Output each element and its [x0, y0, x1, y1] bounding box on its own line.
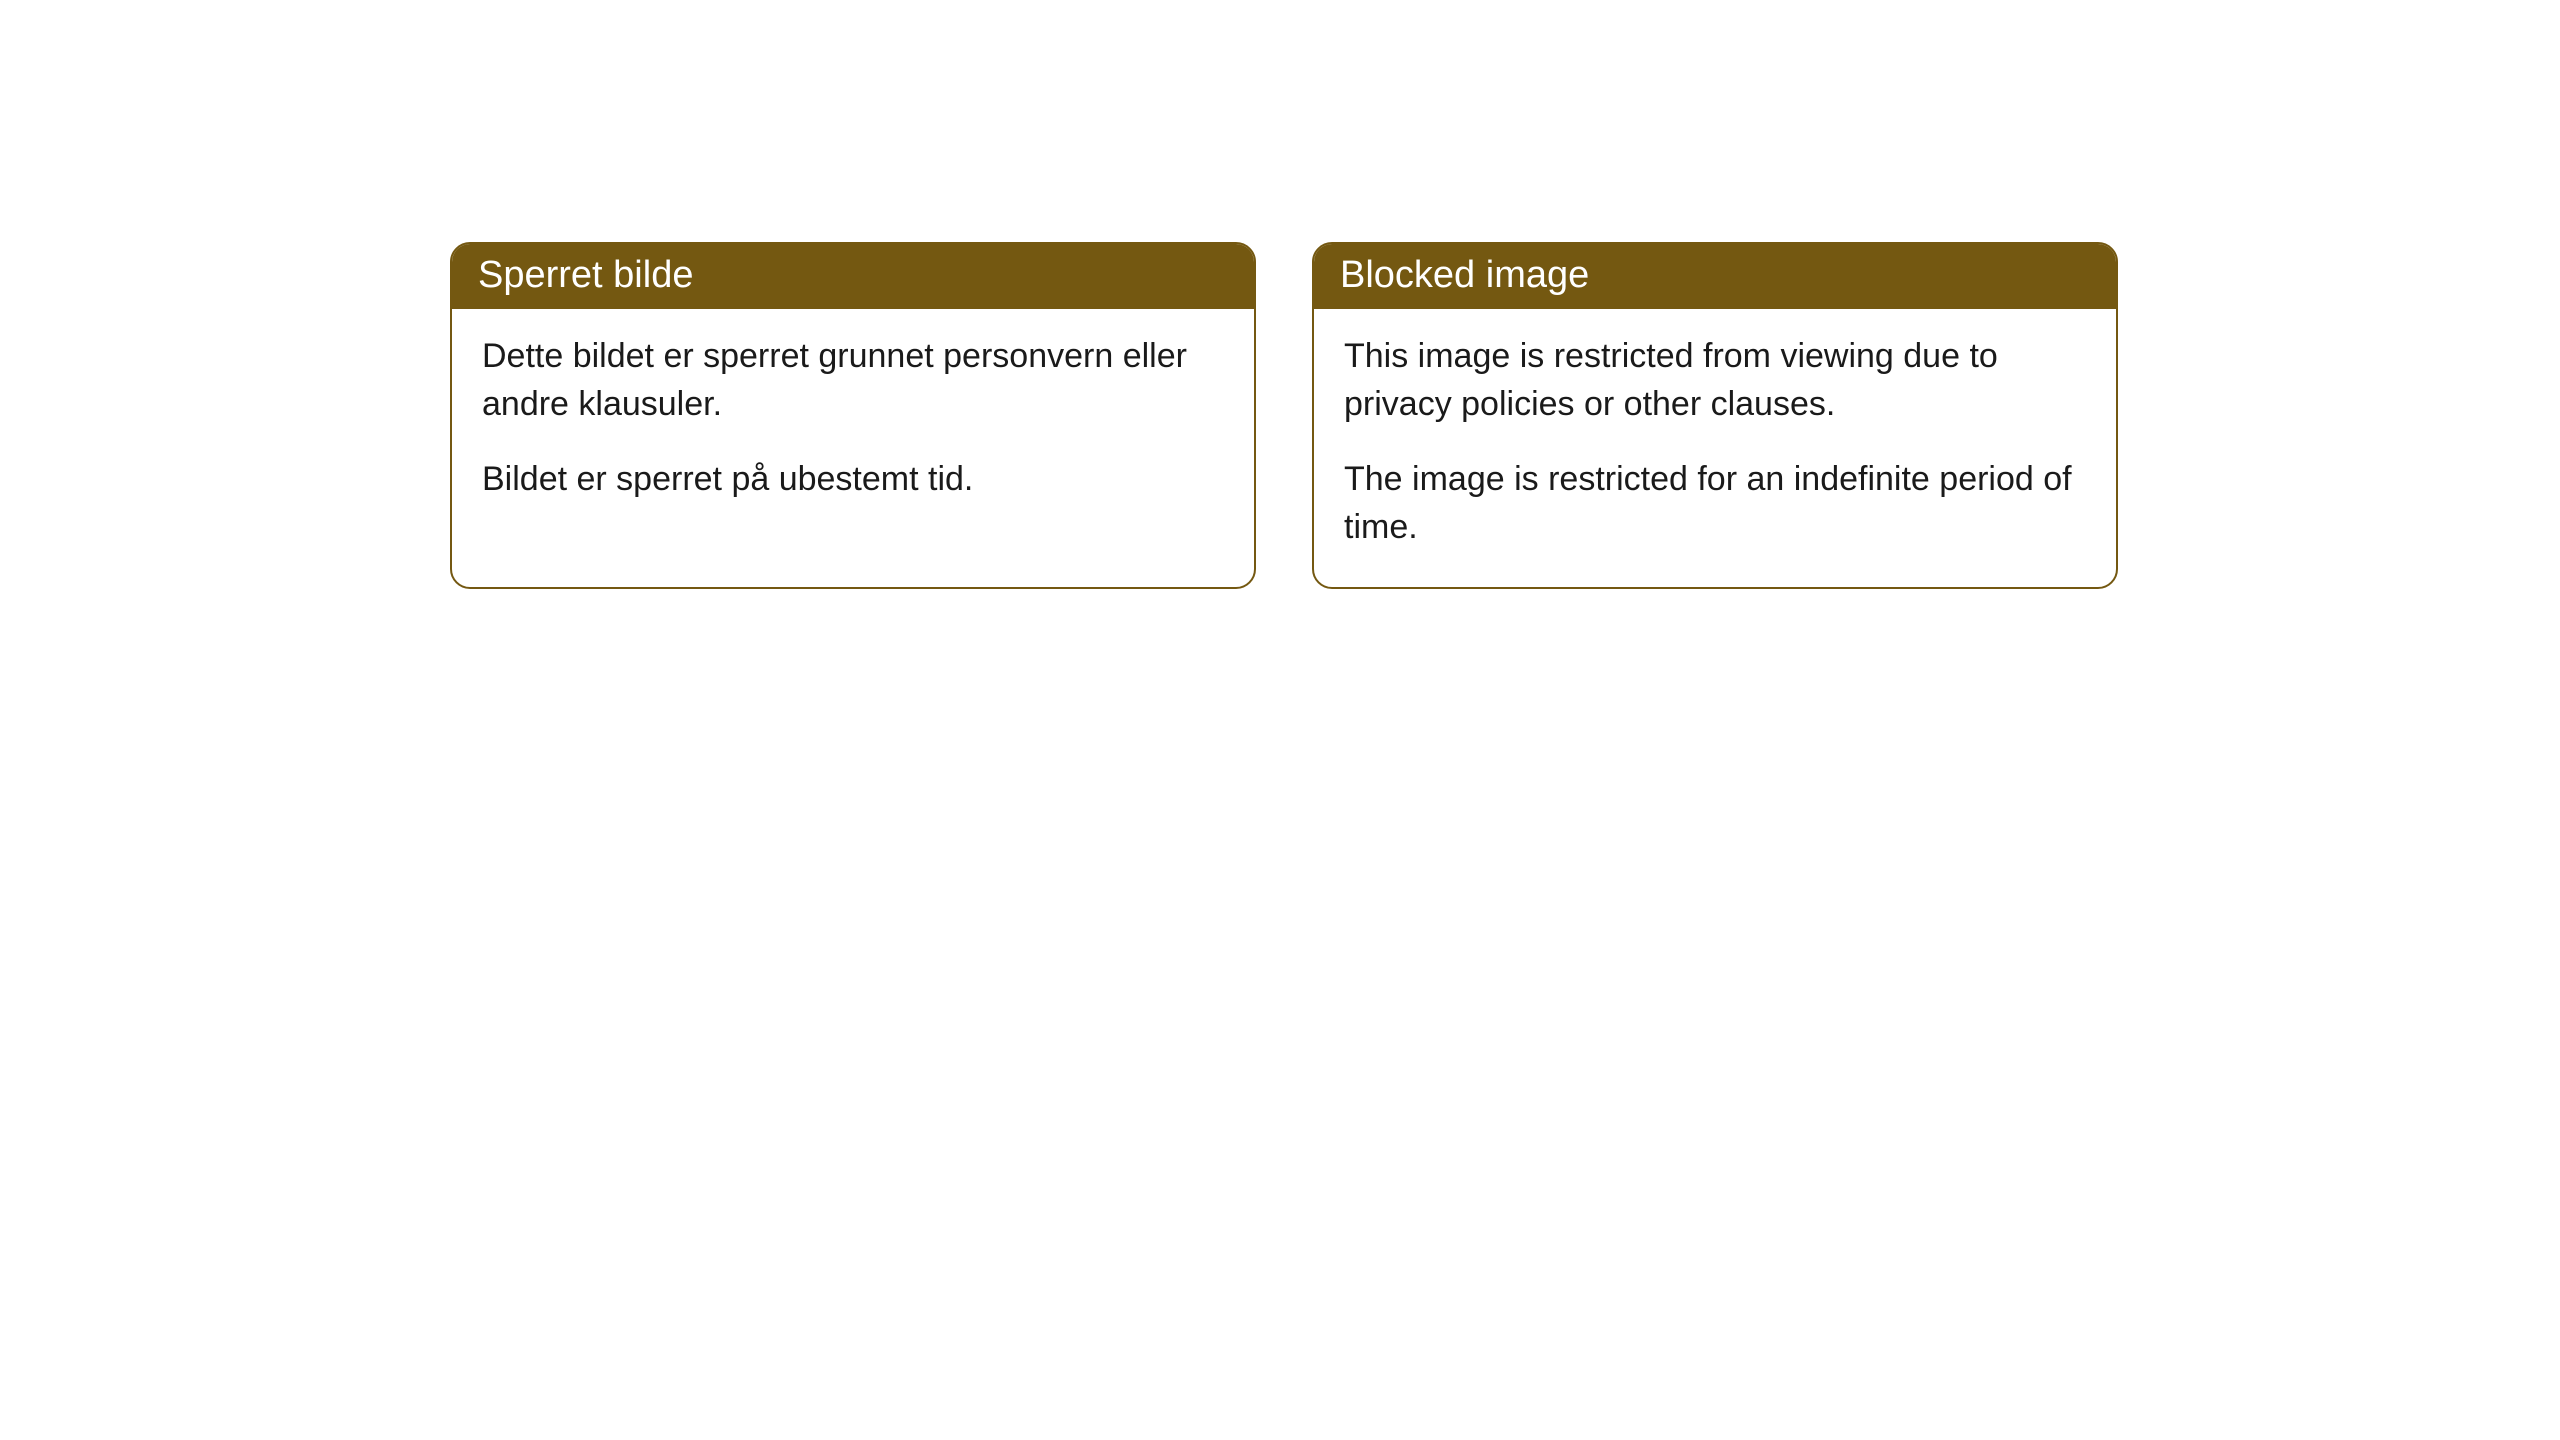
card-paragraph-1: This image is restricted from viewing du…	[1344, 333, 2086, 428]
card-paragraph-2: The image is restricted for an indefinit…	[1344, 456, 2086, 551]
cards-container: Sperret bilde Dette bildet er sperret gr…	[0, 0, 2560, 589]
card-english: Blocked image This image is restricted f…	[1312, 242, 2118, 589]
card-paragraph-1: Dette bildet er sperret grunnet personve…	[482, 333, 1224, 428]
card-body-norwegian: Dette bildet er sperret grunnet personve…	[452, 309, 1254, 540]
card-paragraph-2: Bildet er sperret på ubestemt tid.	[482, 456, 1224, 504]
card-header-english: Blocked image	[1314, 244, 2116, 309]
card-header-norwegian: Sperret bilde	[452, 244, 1254, 309]
card-body-english: This image is restricted from viewing du…	[1314, 309, 2116, 587]
card-norwegian: Sperret bilde Dette bildet er sperret gr…	[450, 242, 1256, 589]
